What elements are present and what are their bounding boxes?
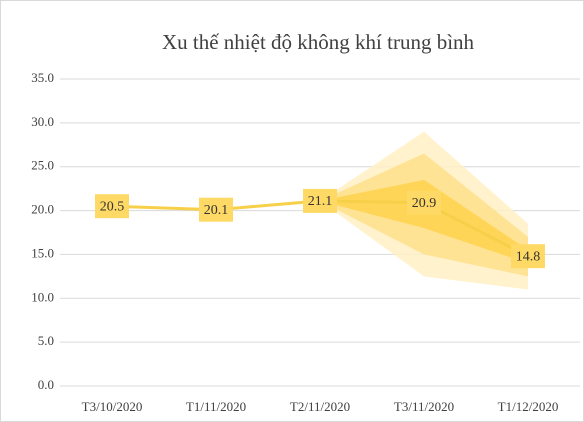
data-label-text: 20.9 [412,196,437,211]
y-tick-label: 20.0 [31,202,54,217]
y-tick-label: 35.0 [31,70,54,85]
x-tick-label: T1/12/2020 [498,399,559,414]
y-tick-label: 10.0 [31,289,54,304]
data-label-text: 21.1 [308,194,333,209]
data-label: 20.1 [199,197,233,222]
x-tick-label: T3/10/2020 [82,399,143,414]
data-label-box [511,244,545,269]
data-label-text: 20.1 [204,203,229,218]
data-label: 14.8 [511,244,545,269]
data-label-box [407,190,441,215]
data-label: 20.9 [407,190,441,215]
data-label: 20.5 [95,194,129,219]
data-label-box [95,194,129,219]
data-label-text: 20.5 [100,199,125,214]
y-tick-label: 15.0 [31,245,54,260]
data-label-text: 14.8 [516,249,541,264]
data-label-box [199,197,233,222]
data-label-box [303,188,337,213]
x-tick-label: T1/11/2020 [186,399,246,414]
y-tick-label: 25.0 [31,158,54,173]
chart-title: Xu thế nhiệt độ không khí trung bình [162,30,475,54]
data-label: 21.1 [303,188,337,213]
y-tick-label: 0.0 [38,377,54,392]
y-tick-label: 30.0 [31,114,54,129]
x-tick-label: T2/11/2020 [290,399,350,414]
x-tick-label: T3/11/2020 [394,399,454,414]
y-tick-label: 5.0 [38,333,54,348]
